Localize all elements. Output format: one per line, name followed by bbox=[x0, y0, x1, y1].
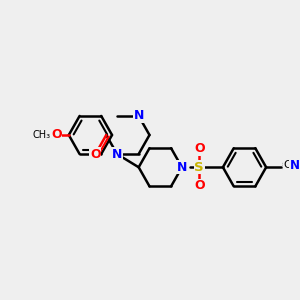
Text: CH₃: CH₃ bbox=[33, 130, 51, 140]
Text: N: N bbox=[290, 159, 300, 172]
Text: C: C bbox=[283, 160, 291, 170]
Text: O: O bbox=[194, 142, 205, 155]
Text: O: O bbox=[90, 148, 101, 160]
Text: N: N bbox=[112, 148, 122, 160]
Text: O: O bbox=[194, 179, 205, 193]
Text: N: N bbox=[134, 110, 144, 122]
Text: N: N bbox=[177, 161, 187, 174]
Text: O: O bbox=[51, 128, 62, 142]
Text: S: S bbox=[194, 161, 204, 174]
